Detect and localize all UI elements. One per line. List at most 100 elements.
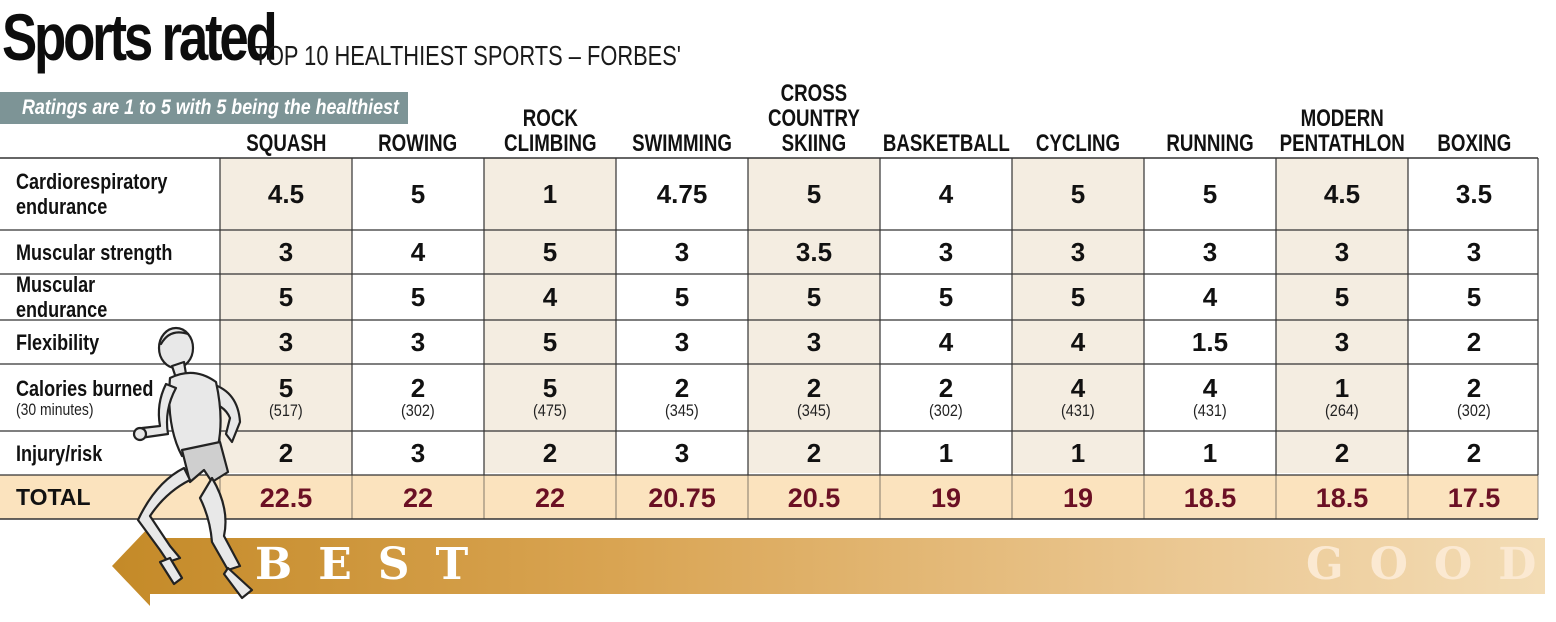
rating-cell: 4 xyxy=(880,320,1012,364)
total-value: 20.5 xyxy=(787,483,841,513)
calories-value: (475) xyxy=(533,401,567,420)
rating-cell: 3 xyxy=(1276,230,1408,274)
rating-cell: 2 (302) xyxy=(1408,364,1540,431)
rating-value: 2 xyxy=(674,373,690,403)
rating-value: 5 xyxy=(410,178,426,209)
rating-value: 3 xyxy=(1202,236,1218,267)
calories-value: (431) xyxy=(1193,401,1227,420)
row-label: Muscular endurance xyxy=(16,272,216,322)
rating-cell: 3 xyxy=(1144,230,1276,274)
rating-value: 2 xyxy=(806,373,822,403)
rating-cell: 5 xyxy=(1408,274,1540,320)
rating-cell: 2 xyxy=(1408,431,1540,475)
total-value: 22 xyxy=(402,483,434,513)
column-header-label: ROCK CLIMBING xyxy=(503,105,597,157)
column-header-label: SWIMMING xyxy=(632,130,732,157)
column-header: CROSS COUNTRY SKIING xyxy=(748,70,880,156)
rating-value: 1 xyxy=(542,178,558,209)
row-label-text: Muscular strength xyxy=(16,239,173,265)
rating-cell: 3.5 xyxy=(1408,158,1540,230)
good-label: GOOD xyxy=(1306,539,1556,590)
rating-cell: 5 (475) xyxy=(484,364,616,431)
rating-value: 2 xyxy=(278,437,294,468)
rating-value: 3 xyxy=(938,236,954,267)
column-shade xyxy=(484,158,616,473)
column-shade xyxy=(1012,158,1144,473)
rating-value: 4 xyxy=(938,178,954,209)
ratings-note: Ratings are 1 to 5 with 5 being the heal… xyxy=(0,92,408,124)
calories-value: (302) xyxy=(401,401,435,420)
column-header-label: RUNNING xyxy=(1166,130,1254,157)
total-label: TOTAL xyxy=(16,484,91,510)
rating-value: 1 xyxy=(1070,437,1086,468)
rating-cell: 3 xyxy=(352,431,484,475)
row-label-text: Cardiorespiratory endurance xyxy=(16,169,168,219)
column-header-label: BOXING xyxy=(1437,130,1511,157)
rating-value: 2 xyxy=(806,437,822,468)
rating-value: 3 xyxy=(1070,236,1086,267)
rating-value: 5 xyxy=(278,281,294,312)
rating-value: 5 xyxy=(1466,281,1482,312)
rating-value: 5 xyxy=(1334,281,1350,312)
column-shade xyxy=(1276,158,1408,473)
rating-value: 4 xyxy=(542,281,558,312)
rating-cell: 2 xyxy=(484,431,616,475)
rating-cell: 5 xyxy=(1012,274,1144,320)
ratings-note-text: Ratings are 1 to 5 with 5 being the heal… xyxy=(22,96,399,119)
rating-cell: 5 xyxy=(484,320,616,364)
rating-value: 5 xyxy=(1070,178,1086,209)
calories-value: (302) xyxy=(1457,401,1491,420)
rating-value: 4 xyxy=(410,236,426,267)
rating-cell: 2 (345) xyxy=(748,364,880,431)
calories-value: (302) xyxy=(929,401,963,420)
column-header: ROWING xyxy=(352,70,484,156)
column-header: MODERN PENTATHLON xyxy=(1276,70,1408,156)
rating-value: 4.5 xyxy=(267,178,305,209)
rating-value: 4 xyxy=(938,326,954,357)
column-header: SWIMMING xyxy=(616,70,748,156)
rating-cell: 4.75 xyxy=(616,158,748,230)
rating-value: 3 xyxy=(674,236,690,267)
rating-cell: 1 (264) xyxy=(1276,364,1408,431)
rating-cell: 2 (302) xyxy=(880,364,1012,431)
rating-value: 3 xyxy=(1334,236,1350,267)
rating-value: 2 xyxy=(1334,437,1350,468)
rating-value: 3 xyxy=(278,236,294,267)
column-header-label: ROWING xyxy=(378,130,458,157)
rating-cell: 2 xyxy=(1408,320,1540,364)
rating-cell: 3 xyxy=(880,230,1012,274)
rating-value: 5 xyxy=(542,236,558,267)
rating-value: 2 xyxy=(938,373,954,403)
page-title: Sports rated xyxy=(2,0,278,74)
column-header-label: BASKETBALL xyxy=(882,130,1010,157)
arrow-shape xyxy=(112,526,1545,606)
rating-value: 5 xyxy=(938,281,954,312)
row-label-text: Muscular endurance xyxy=(16,272,108,322)
column-header: CYCLING xyxy=(1012,70,1144,156)
rating-cell: 4 xyxy=(484,274,616,320)
rating-value: 5 xyxy=(278,373,294,403)
rating-cell: 2 xyxy=(1276,431,1408,475)
column-header: ROCK CLIMBING xyxy=(484,70,616,156)
rating-cell: 3 xyxy=(220,320,352,364)
rating-value: 3 xyxy=(806,326,822,357)
rating-value: 1 xyxy=(1202,437,1218,468)
column-header: BASKETBALL xyxy=(880,70,1012,156)
rating-value: 3 xyxy=(410,437,426,468)
rating-value: 3 xyxy=(278,326,294,357)
rating-value: 1.5 xyxy=(1191,326,1229,357)
calories-value: (517) xyxy=(269,401,303,420)
rating-value: 3.5 xyxy=(795,236,833,267)
rating-value: 4 xyxy=(1202,281,1218,312)
rating-value: 4 xyxy=(1070,326,1086,357)
rating-cell: 5 xyxy=(220,274,352,320)
rating-value: 3 xyxy=(674,326,690,357)
rating-value: 3 xyxy=(1334,326,1350,357)
runner-icon xyxy=(132,326,254,600)
rating-cell: 1 xyxy=(1012,431,1144,475)
rating-value: 4.5 xyxy=(1323,178,1361,209)
rating-cell: 5 xyxy=(748,158,880,230)
total-value: 22 xyxy=(534,483,566,513)
rating-cell: 4 xyxy=(880,158,1012,230)
